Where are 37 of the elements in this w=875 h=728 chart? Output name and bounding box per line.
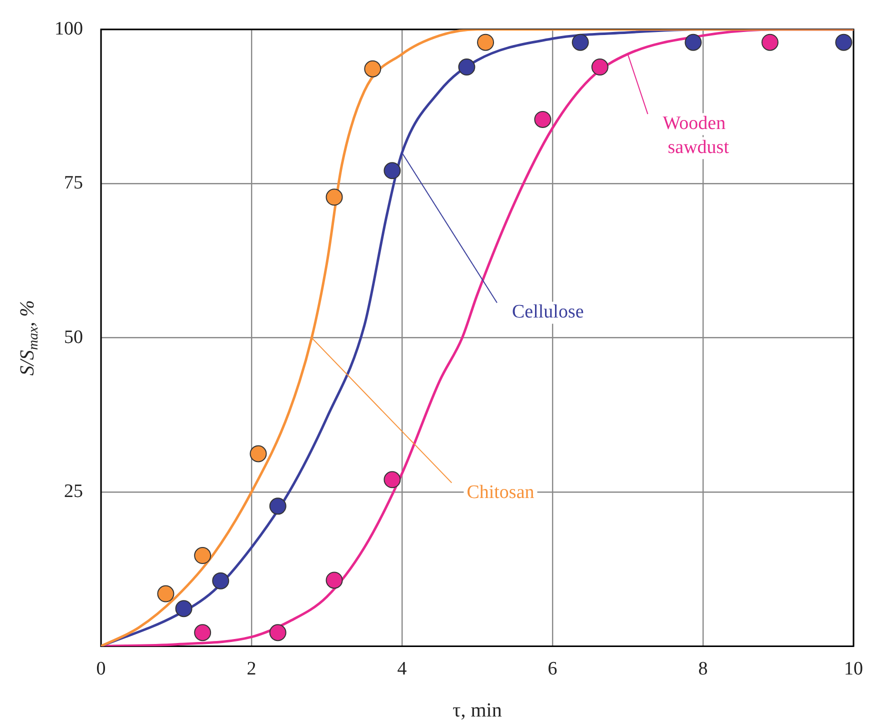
text: Wooden sawdust bbox=[662, 113, 730, 158]
y-tick-label: 25 bbox=[64, 480, 83, 502]
point bbox=[326, 572, 343, 589]
point bbox=[250, 445, 267, 462]
point bbox=[269, 624, 286, 642]
x-tick-label: 0 bbox=[96, 658, 106, 680]
point bbox=[326, 188, 343, 206]
line-series bbox=[101, 29, 854, 646]
x-tick-label: 4 bbox=[397, 658, 408, 680]
point bbox=[477, 34, 494, 51]
y-axis-title: S/Smax, % bbox=[16, 300, 42, 376]
y-tick-label: 75 bbox=[64, 172, 83, 194]
point bbox=[194, 624, 212, 642]
x-tick-label: 2 bbox=[246, 658, 256, 680]
point bbox=[269, 498, 286, 515]
point bbox=[364, 60, 382, 78]
point bbox=[175, 600, 192, 618]
point bbox=[684, 34, 702, 51]
point bbox=[384, 162, 401, 180]
point bbox=[761, 34, 778, 51]
point bbox=[384, 471, 401, 488]
point bbox=[458, 58, 476, 76]
point bbox=[194, 547, 212, 564]
point bbox=[835, 34, 852, 51]
point bbox=[572, 34, 589, 51]
text: Cellulose bbox=[512, 302, 584, 323]
point bbox=[212, 572, 230, 590]
text: Chitosan bbox=[466, 482, 535, 503]
x-tick-label: 10 bbox=[844, 658, 863, 680]
y-tick-label: 50 bbox=[64, 326, 83, 348]
x-tick-label: 6 bbox=[548, 658, 558, 680]
x-axis-title: τ, min bbox=[452, 699, 502, 722]
point bbox=[534, 110, 552, 128]
point bbox=[157, 585, 174, 602]
x-tick-label: 8 bbox=[698, 658, 708, 680]
y-tick-label: 100 bbox=[54, 18, 83, 40]
point bbox=[591, 58, 608, 76]
